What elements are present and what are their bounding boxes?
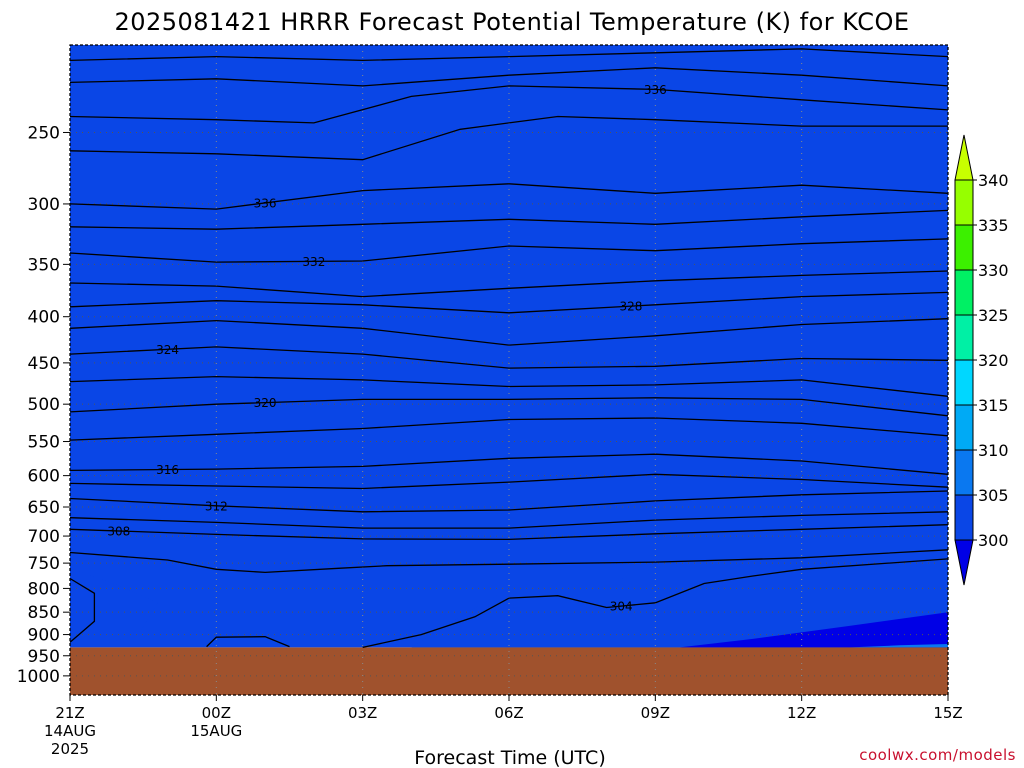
colorbar-label-330: 330	[978, 261, 1009, 280]
contour-label-10: 320	[254, 396, 277, 410]
colorbar-box-0	[954, 494, 974, 541]
chart-title: 2025081421 HRRR Forecast Potential Tempe…	[114, 8, 909, 36]
colorbar-box-6	[954, 224, 974, 271]
colorbar-box-2	[954, 404, 974, 451]
x-tick-sublabel-1: 15AUG	[190, 722, 242, 740]
contour-label-16: 332	[302, 255, 325, 269]
y-tick-label-750: 750	[28, 554, 60, 574]
colorbar-label-335: 335	[978, 216, 1009, 235]
x-tick-label-2: 03Z	[348, 704, 377, 722]
contour-line-310-5	[69, 511, 949, 529]
contour-line-326-13	[69, 318, 949, 346]
colorbar-box-5	[954, 269, 974, 316]
colorbar-label-325: 325	[978, 306, 1009, 325]
x-tick-label-3: 06Z	[494, 704, 523, 722]
x-axis-label: Forecast Time (UTC)	[414, 747, 605, 768]
y-tick-label-950: 950	[28, 647, 60, 667]
y-tick-label-500: 500	[28, 395, 60, 415]
x-tick-label-4: 09Z	[641, 704, 670, 722]
axes: 250 300 350 400 450 500 550 600 650 700 750 800 850 9…	[17, 44, 963, 758]
y-tick-label-300: 300	[28, 195, 60, 215]
fill-band-9	[70, 45, 948, 648]
colorbar-extend-bottom	[954, 539, 974, 586]
fill-patch-3	[850, 644, 948, 648]
colorbar-label-340: 340	[978, 171, 1009, 190]
y-tick-label-450: 450	[28, 354, 60, 374]
colorbar-label-315: 315	[978, 396, 1009, 415]
contour-line-304-2	[206, 636, 290, 648]
colorbar-label-310: 310	[978, 441, 1009, 460]
x-tick-label-1: 00Z	[202, 704, 231, 722]
y-tick-label-700: 700	[28, 527, 60, 547]
fill-patch-2	[679, 612, 948, 648]
contour-line-304-0	[362, 558, 949, 649]
contour-line-314-7	[69, 473, 949, 490]
contour-line-312-6	[69, 490, 949, 513]
contour-line-324-12	[69, 346, 949, 369]
y-tick-label-400: 400	[28, 308, 60, 328]
contour-label-8: 316	[156, 463, 179, 477]
y-tick-label-800: 800	[28, 579, 60, 599]
colorbar: 300 305 310 315 320 325 330 335 340	[954, 134, 1009, 586]
colorbar-box-1	[954, 449, 974, 496]
contour-line-322-11	[69, 375, 949, 397]
x-tick-sublabel2-0: 2025	[51, 740, 89, 758]
colorbar-label-305: 305	[978, 486, 1009, 505]
contour-line-318-9	[69, 417, 949, 441]
contour-label-6: 312	[205, 499, 228, 513]
y-tick-label-850: 850	[28, 603, 60, 623]
y-tick-label-600: 600	[28, 467, 60, 487]
y-tick-label-550: 550	[28, 433, 60, 453]
contour-label-14: 328	[619, 300, 642, 314]
contour-line-342-21	[69, 67, 949, 87]
contour-line-338-19	[69, 115, 948, 161]
fill-patch-1	[411, 572, 948, 648]
y-tick-label-650: 650	[28, 498, 60, 518]
x-tick-sublabel-0: 14AUG	[44, 722, 96, 740]
fill-patch-0	[70, 568, 158, 646]
contour-line-336-18	[69, 183, 949, 210]
colorbar-extend-top	[954, 134, 974, 181]
contour-line-320-10	[69, 397, 949, 417]
colorbar-label-300: 300	[978, 531, 1009, 550]
colorbar-label-320: 320	[978, 351, 1009, 370]
contour-line-304-1	[69, 577, 96, 643]
contour-line-306-3	[69, 549, 949, 574]
contour-line-334-17	[69, 209, 949, 230]
x-tick-label-0: 21Z	[55, 704, 84, 722]
colorbar-box-7	[954, 179, 974, 226]
x-tick-label-6: 15Z	[933, 704, 962, 722]
y-tick-label-350: 350	[28, 255, 60, 275]
colorbar-box-3	[954, 359, 974, 406]
contour-label-0: 304	[610, 600, 633, 614]
contour-line-340-20	[69, 85, 949, 124]
y-tick-label-250: 250	[28, 123, 60, 143]
contour-line-308-4	[69, 524, 949, 541]
contour-fills	[70, 45, 948, 648]
grid	[70, 45, 948, 695]
contour-label-4: 308	[107, 524, 130, 538]
y-tick-label-1000: 1000	[17, 667, 60, 687]
contour-line-344-22	[69, 48, 949, 62]
y-tick-label-900: 900	[28, 626, 60, 646]
contour-line-332-16	[69, 238, 949, 263]
contour-label-12: 324	[156, 343, 179, 357]
contour-label-18: 336	[254, 197, 277, 211]
contour-label-20: 336	[644, 83, 667, 97]
credit-link[interactable]: coolwx.com/models	[859, 746, 1016, 764]
contour-lines: 304 308 312 316 320 324 328 332 336 336	[69, 48, 949, 649]
contour-line-316-8	[69, 453, 949, 475]
contour-line-330-15	[69, 270, 949, 298]
colorbar-box-4	[954, 314, 974, 361]
contour-line-328-14	[69, 291, 949, 314]
x-tick-label-5: 12Z	[787, 704, 816, 722]
